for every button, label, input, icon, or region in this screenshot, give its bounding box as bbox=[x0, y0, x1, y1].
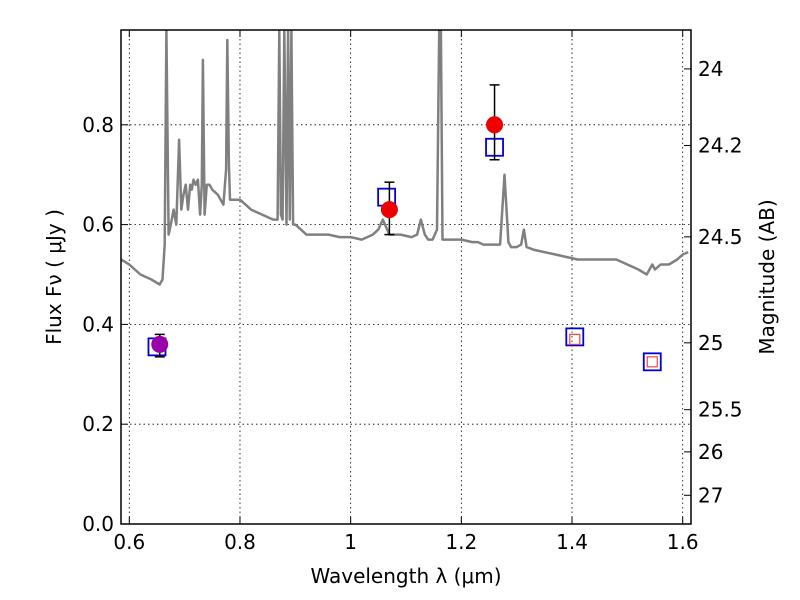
y-tick-label: 0.2 bbox=[82, 412, 114, 436]
spectrum-line bbox=[121, 30, 689, 286]
model-phot-square bbox=[565, 327, 585, 347]
right-tick-label: 26 bbox=[698, 440, 723, 464]
points-layer bbox=[147, 84, 662, 372]
tick-marks bbox=[121, 30, 691, 525]
x-tick-label: 1.4 bbox=[556, 530, 588, 554]
observed-point bbox=[486, 116, 504, 134]
plot-frame bbox=[120, 29, 692, 525]
x-tick-label: 1 bbox=[344, 530, 357, 554]
tick-labels: 0.6 0.8 1 1.2 1.4 1.6 0.0 0.2 0.4 0.6 0.8 24 24.2 24.… bbox=[82, 57, 742, 554]
right-axis-title: Magnitude (AB) bbox=[755, 199, 779, 354]
y-tick-label: 0.6 bbox=[82, 213, 114, 237]
right-tick-label: 24 bbox=[698, 57, 723, 81]
right-tick-label: 25.5 bbox=[698, 398, 743, 422]
right-tick-label: 27 bbox=[698, 483, 723, 507]
x-tick-label: 0.6 bbox=[113, 530, 145, 554]
spectrum-layer bbox=[121, 30, 689, 286]
right-tick-label: 24.5 bbox=[698, 225, 743, 249]
y-tick-label: 0.0 bbox=[82, 512, 114, 536]
right-tick-label: 25 bbox=[698, 331, 723, 355]
x-tick-label: 1.6 bbox=[667, 530, 699, 554]
x-tick-label: 0.8 bbox=[224, 530, 256, 554]
small-square-marker bbox=[646, 356, 658, 368]
model-phot-square bbox=[642, 352, 662, 372]
purple-point bbox=[151, 335, 169, 353]
y-axis-title: Flux Fν ( μJy ) bbox=[42, 209, 66, 345]
small-square-marker bbox=[569, 333, 581, 345]
y-tick-label: 0.8 bbox=[82, 113, 114, 137]
observed-point bbox=[380, 201, 398, 219]
y-tick-label: 0.4 bbox=[82, 312, 114, 336]
right-tick-label: 24.2 bbox=[698, 133, 743, 157]
x-axis-title: Wavelength λ (μm) bbox=[310, 564, 501, 588]
x-tick-label: 1.2 bbox=[445, 530, 477, 554]
grid-lines bbox=[121, 30, 691, 524]
